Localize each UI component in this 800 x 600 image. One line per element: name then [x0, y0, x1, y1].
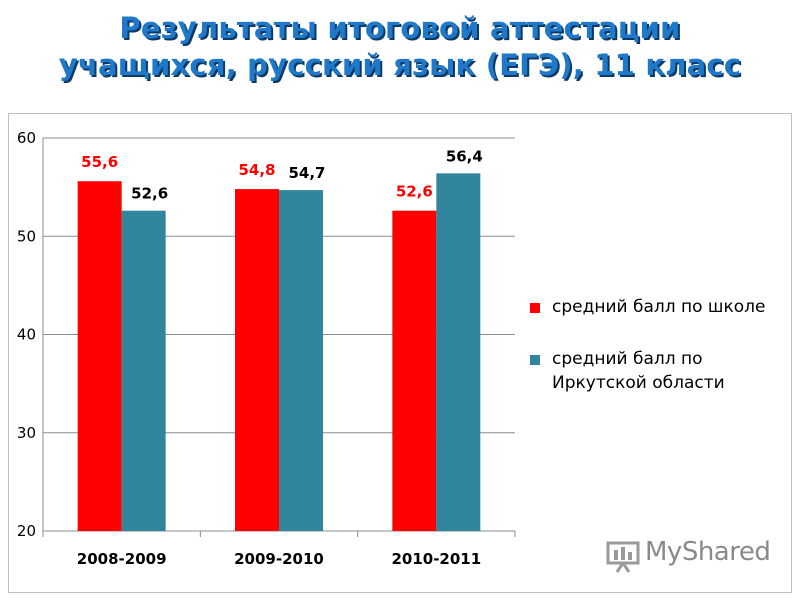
y-tick-label-30: 30 [17, 424, 36, 442]
y-tick-label-60: 60 [17, 129, 36, 147]
y-tick-label-40: 40 [17, 326, 36, 344]
y-tick-label-50: 50 [17, 227, 36, 245]
presentation-icon [606, 541, 640, 573]
bar-region-2008-2009 [121, 210, 166, 531]
data-label-region-2008-2009: 52,6 [131, 185, 168, 203]
x-tick-label-2008-2009: 2008-2009 [77, 550, 167, 568]
title-line-1: Результаты итоговой аттестации [119, 11, 681, 45]
data-label-school-2010-2011: 52,6 [396, 183, 433, 201]
x-tick-label-2010-2011: 2010-2011 [391, 550, 481, 568]
bar-region-2009-2010 [279, 190, 323, 531]
x-tick-label-2009-2010: 2009-2010 [234, 550, 324, 568]
legend-label-school: средний балл по школе [552, 297, 766, 317]
bar-school-2010-2011 [392, 210, 437, 531]
chart-legend: средний балл по школе средний балл по Ир… [530, 295, 790, 423]
bar-region-2010-2011 [436, 173, 481, 531]
legend-item-region: средний балл по Иркутской области [530, 347, 790, 395]
data-label-school-2009-2010: 54,8 [238, 161, 275, 179]
legend-swatch-school [530, 303, 540, 313]
legend-label-region: средний балл по Иркутской области [552, 349, 725, 393]
watermark-text: MyShared [645, 537, 771, 567]
data-label-region-2009-2010: 54,7 [288, 164, 325, 182]
bar-school-2009-2010 [235, 189, 279, 531]
legend-swatch-region [530, 355, 540, 365]
title-line-2: учащихся, русский язык (ЕГЭ), 11 класс [58, 48, 742, 82]
legend-item-school: средний балл по школе [530, 295, 790, 319]
slide-title: Результаты итоговой аттестации учащихся,… [0, 10, 800, 84]
data-label-school-2008-2009: 55,6 [81, 153, 118, 171]
data-label-region-2010-2011: 56,4 [446, 147, 483, 165]
y-tick-label-20: 20 [17, 522, 36, 540]
bar-school-2008-2009 [77, 181, 122, 532]
watermark: MyShared [605, 535, 775, 575]
